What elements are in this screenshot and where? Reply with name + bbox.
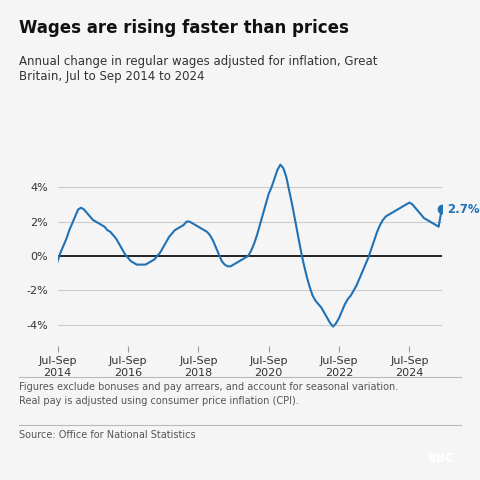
Text: 2.7%: 2.7% (447, 203, 480, 216)
Text: Annual change in regular wages adjusted for inflation, Great
Britain, Jul to Sep: Annual change in regular wages adjusted … (19, 55, 378, 83)
Text: BBC: BBC (428, 452, 455, 466)
Text: Figures exclude bonuses and pay arrears, and account for seasonal variation.: Figures exclude bonuses and pay arrears,… (19, 382, 398, 392)
Text: Source: Office for National Statistics: Source: Office for National Statistics (19, 430, 196, 440)
Text: Wages are rising faster than prices: Wages are rising faster than prices (19, 19, 349, 37)
Text: Real pay is adjusted using consumer price inflation (CPI).: Real pay is adjusted using consumer pric… (19, 396, 299, 406)
